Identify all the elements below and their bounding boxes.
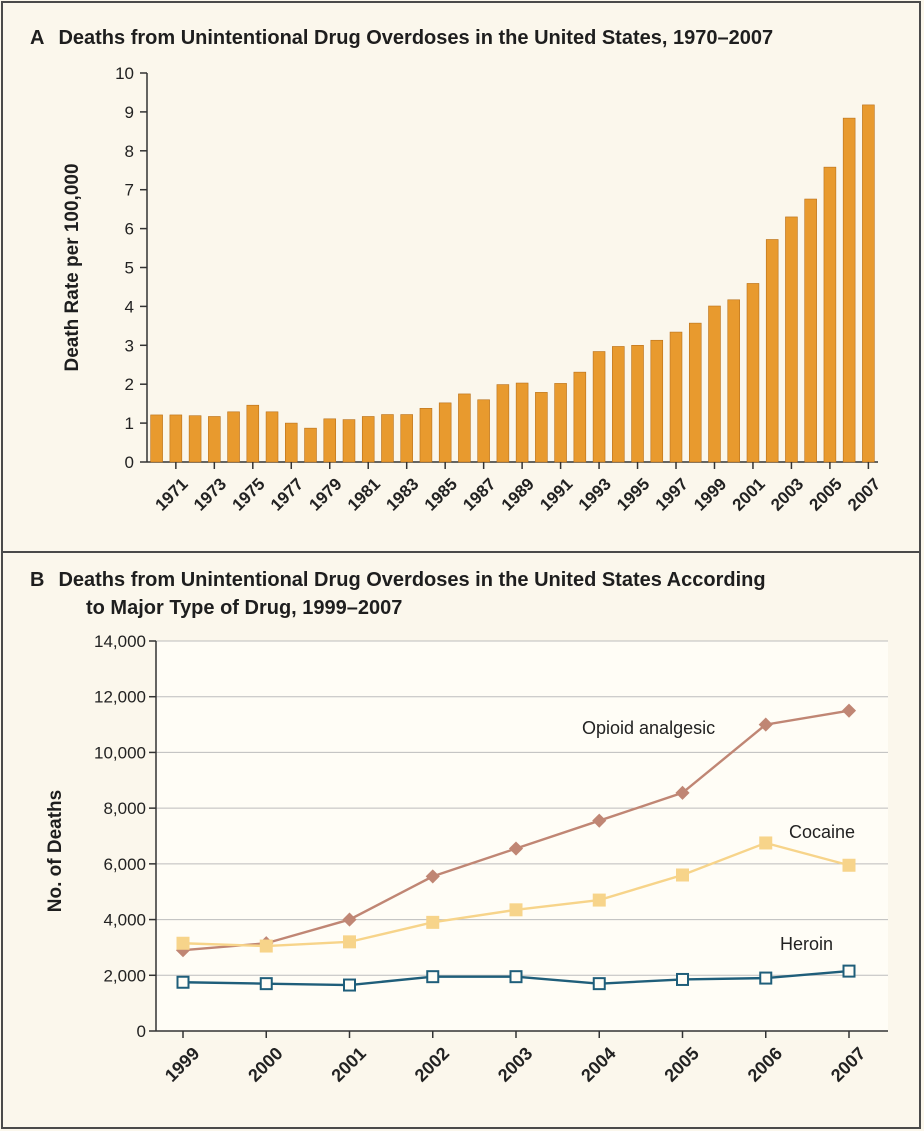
- y-tick-label: 10,000: [94, 743, 146, 762]
- bar-chart: 0123456789101971197319751977197919811983…: [62, 64, 884, 515]
- bar: [765, 239, 779, 463]
- x-tick-label: 2003: [494, 1043, 536, 1085]
- bar: [496, 384, 510, 463]
- data-point: [509, 970, 523, 984]
- data-point: [426, 970, 440, 984]
- bar: [842, 117, 856, 463]
- data-point: [592, 977, 606, 991]
- y-tick-label: 3: [125, 336, 134, 355]
- y-tick-label: 2: [125, 375, 134, 394]
- bar: [342, 419, 356, 463]
- bar: [573, 371, 587, 463]
- data-point: [509, 903, 523, 917]
- data-point: [176, 975, 190, 989]
- bar: [150, 414, 163, 463]
- plot-area: [156, 641, 888, 1031]
- bar: [804, 198, 817, 463]
- bar: [458, 393, 471, 463]
- data-point: [176, 936, 190, 950]
- bar: [265, 411, 279, 463]
- y-tick-label: 8,000: [103, 799, 146, 818]
- y-tick-label: 0: [137, 1022, 146, 1041]
- panel-a-title-text: Deaths from Unintentional Drug Overdoses…: [58, 27, 774, 49]
- y-tick-label: 0: [125, 453, 134, 472]
- panel-a-title: A Deaths from Unintentional Drug Overdose…: [30, 28, 773, 48]
- panel-b-title-line1: Deaths from Unintentional Drug Overdoses…: [58, 569, 766, 591]
- panel-b: [1, 553, 921, 1129]
- bar: [304, 427, 317, 463]
- data-point: [342, 912, 357, 927]
- bar: [381, 414, 394, 463]
- data-point: [759, 836, 773, 850]
- series-label: Opioid analgesic: [582, 718, 715, 738]
- series-label: Cocaine: [789, 822, 855, 842]
- data-point: [259, 977, 273, 991]
- data-point: [343, 978, 356, 992]
- bar: [419, 408, 433, 463]
- y-tick-label: 6: [125, 220, 134, 239]
- bar: [688, 322, 702, 463]
- y-tick-label: 6,000: [103, 855, 146, 874]
- panel-b-letter: B: [30, 569, 45, 591]
- data-point: [842, 858, 856, 872]
- y-tick-label: 10: [115, 64, 134, 83]
- panel-a: [1, 1, 921, 553]
- y-tick-label: 4,000: [103, 911, 146, 930]
- data-point: [508, 841, 524, 856]
- data-point: [343, 935, 356, 949]
- data-point: [841, 703, 857, 718]
- y-tick-label: 12,000: [94, 688, 146, 707]
- data-point: [759, 971, 773, 985]
- bar: [612, 346, 625, 463]
- x-tick-label: 2000: [244, 1043, 286, 1085]
- y-tick-label: 14,000: [94, 632, 146, 651]
- y-axis-label: Death Rate per 100,000: [62, 163, 83, 371]
- x-tick-label: 2007: [827, 1043, 869, 1085]
- y-tick-label: 1: [125, 414, 134, 433]
- data-point: [426, 915, 440, 929]
- y-tick-label: 8: [125, 142, 134, 161]
- data-point: [675, 785, 690, 800]
- data-point: [758, 717, 773, 732]
- x-tick-label: 2004: [577, 1043, 619, 1085]
- data-point: [676, 972, 689, 986]
- y-tick-label: 5: [125, 259, 134, 278]
- x-tick-label: 2006: [744, 1043, 786, 1085]
- x-tick-label: 2002: [411, 1043, 453, 1085]
- y-tick-label: 2,000: [103, 966, 146, 985]
- panel-a-letter: A: [30, 27, 45, 49]
- data-point: [592, 813, 607, 828]
- y-tick-label: 4: [125, 297, 134, 316]
- data-point: [259, 939, 273, 953]
- x-tick-label: 2001: [327, 1043, 369, 1085]
- data-point: [676, 868, 689, 882]
- bar: [650, 339, 664, 463]
- y-tick-label: 9: [125, 103, 134, 122]
- y-axis-label: No. of Deaths: [45, 790, 66, 912]
- data-point: [842, 964, 856, 978]
- y-tick-label: 7: [125, 181, 134, 200]
- x-tick-label: 2005: [660, 1043, 702, 1085]
- bar: [227, 411, 240, 463]
- bar: [727, 299, 740, 463]
- data-point: [592, 893, 606, 907]
- series-label: Heroin: [780, 934, 833, 954]
- bar: [188, 415, 202, 463]
- panel-b-title-line2: to Major Type of Drug, 1999–2007: [86, 597, 403, 619]
- bar: [535, 392, 548, 463]
- data-point: [425, 869, 440, 884]
- x-tick-label: 1999: [161, 1043, 203, 1085]
- panel-b-title: B Deaths from Unintentional Drug Overdose…: [30, 570, 766, 590]
